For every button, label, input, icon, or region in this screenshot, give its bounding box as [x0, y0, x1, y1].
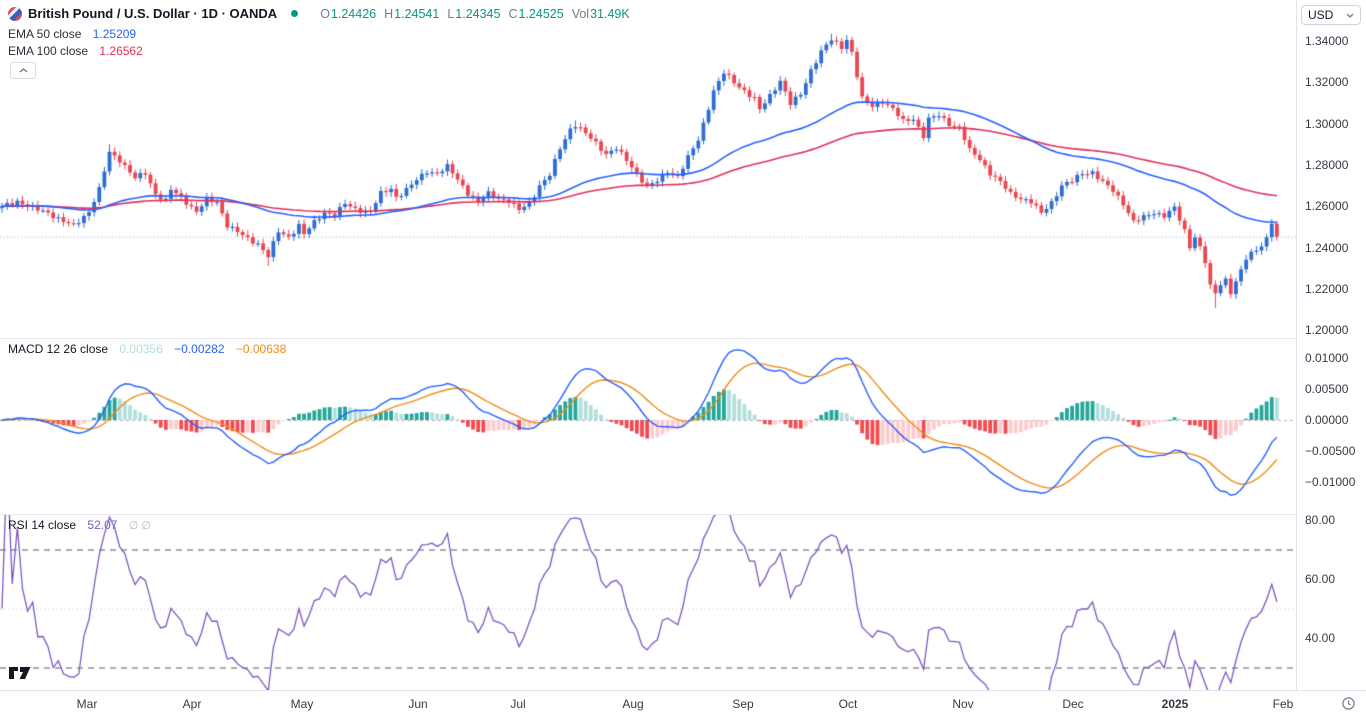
price-axis-label: 1.30000 — [1305, 117, 1349, 131]
price-axis-label: 1.32000 — [1305, 75, 1349, 89]
time-axis-label: Nov — [952, 697, 974, 711]
time-axis-label: 2025 — [1161, 697, 1189, 711]
time-axis-label: Sep — [732, 697, 754, 711]
time-axis-label: Mar — [76, 697, 98, 711]
rsi-axis-label: 60.00 — [1305, 572, 1336, 586]
ema100-value: 1.26562 — [99, 44, 143, 58]
low-label: L — [447, 6, 455, 21]
macd-histogram-value: 0.00356 — [119, 342, 163, 356]
time-axis[interactable]: Mar Apr May Jun Jul Aug Sep Oct Nov Dec 2025 Feb — [0, 690, 1366, 717]
time-axis-label: Feb — [1272, 697, 1294, 711]
time-axis-label: Aug — [622, 697, 644, 711]
ema50-value: 1.25209 — [92, 27, 137, 41]
time-axis-label: May — [290, 697, 314, 711]
price-pane-canvas[interactable] — [0, 0, 1296, 338]
price-axis-label: 1.28000 — [1305, 158, 1349, 172]
price-axis-label: 1.22000 — [1305, 282, 1349, 296]
time-axis-label: Dec — [1062, 697, 1084, 711]
macd-pane-canvas[interactable] — [0, 338, 1296, 514]
high-label: H — [384, 6, 394, 21]
rsi-axis-label: 80.00 — [1305, 513, 1336, 527]
macd-axis-label: 0.00500 — [1305, 382, 1349, 396]
macd-legend[interactable]: MACD 12 26 close 0.00356 −0.00282 −0.006… — [8, 342, 286, 356]
time-axis-label: Oct — [838, 697, 858, 711]
high-value: 1.24541 — [394, 6, 440, 21]
close-value: 1.24525 — [518, 6, 564, 21]
rsi-legend[interactable]: RSI 14 close 52.07 ∅ ∅ — [8, 518, 151, 532]
ema100-legend[interactable]: EMA 100 close 1.26562 — [8, 44, 143, 58]
macd-axis-label: −0.00500 — [1305, 444, 1356, 458]
chevron-up-icon — [19, 68, 27, 73]
price-axis-label: 1.26000 — [1305, 199, 1349, 213]
ema50-legend[interactable]: EMA 50 close 1.25209 — [8, 27, 136, 41]
time-axis-label: Jun — [408, 697, 428, 711]
clock-icon[interactable] — [1341, 696, 1356, 711]
macd-signal-value: −0.00638 — [235, 342, 287, 356]
ema50-label: EMA 50 close — [8, 27, 82, 41]
symbol-flag-icon — [8, 6, 22, 21]
open-label: O — [320, 6, 330, 21]
macd-label: MACD 12 26 close — [8, 342, 109, 356]
ema100-label: EMA 100 close — [8, 44, 89, 58]
low-value: 1.24345 — [455, 6, 501, 21]
macd-line-value: −0.00282 — [174, 342, 225, 356]
symbol-title[interactable]: British Pound / U.S. Dollar · 1D · OANDA — [28, 6, 278, 21]
rsi-value: 52.07 — [87, 518, 118, 532]
rsi-hidden-values: ∅ ∅ — [128, 520, 151, 532]
currency-selector-button[interactable]: USD — [1301, 5, 1361, 25]
tradingview-logo[interactable] — [8, 663, 34, 683]
chevron-down-icon — [1346, 13, 1354, 18]
market-status-icon[interactable] — [291, 10, 299, 17]
volume-label: Vol — [571, 6, 590, 21]
rsi-label: RSI 14 close — [8, 518, 77, 532]
symbol-legend: British Pound / U.S. Dollar · 1D · OANDA… — [8, 6, 630, 21]
macd-axis-label: −0.01000 — [1305, 475, 1356, 489]
rsi-pane-canvas[interactable] — [0, 514, 1296, 690]
close-label: C — [508, 6, 518, 21]
price-axis[interactable]: USD 1.34000 1.32000 1.30000 1.28000 1.26000 1… — [1296, 0, 1366, 690]
macd-axis-label: 0.01000 — [1305, 351, 1349, 365]
currency-selector-label: USD — [1308, 8, 1334, 22]
pane-separator[interactable] — [0, 338, 1296, 339]
open-value: 1.24426 — [330, 6, 377, 21]
ohlc-readout: O 1.24426 H 1.24541 L 1.24345 C 1.24525 Vol 3… — [310, 7, 630, 21]
time-axis-label: Jul — [510, 697, 526, 711]
pane-separator[interactable] — [0, 514, 1296, 515]
price-axis-label: 1.34000 — [1305, 34, 1349, 48]
macd-axis-label: 0.00000 — [1305, 413, 1349, 427]
rsi-axis-label: 40.00 — [1305, 631, 1336, 645]
collapse-legend-button[interactable] — [10, 62, 36, 79]
price-axis-label: 1.24000 — [1305, 241, 1349, 255]
time-axis-label: Apr — [182, 697, 202, 711]
price-axis-label: 1.20000 — [1305, 323, 1349, 337]
volume-value: 31.49K — [590, 6, 630, 21]
